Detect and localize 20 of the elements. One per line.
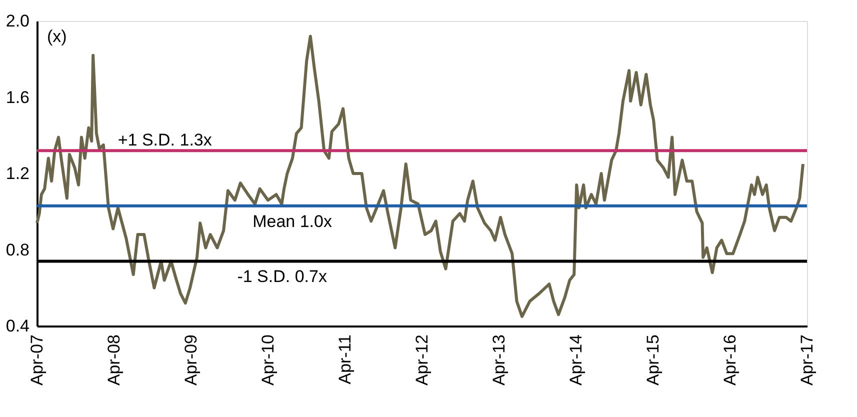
- y-tick-label: 0.8: [6, 240, 30, 260]
- x-tick-label: Apr-17: [798, 334, 816, 386]
- x-tick-label: Apr-07: [28, 334, 46, 386]
- x-tick-label: Apr-12: [412, 334, 432, 386]
- x-tick-label: Apr-09: [182, 334, 201, 386]
- y-tick-label: 0.4: [6, 316, 30, 336]
- y-axis-title: (x): [47, 27, 67, 46]
- y-tick-label: 1.2: [6, 164, 30, 183]
- ref-line-label: +1 S.D. 1.3x: [118, 130, 212, 150]
- ref-line-label: Mean 1.0x: [252, 212, 332, 231]
- x-tick-label: Apr-14: [566, 334, 586, 386]
- x-tick-label: Apr-16: [720, 334, 740, 386]
- x-tick-label: Apr-15: [643, 334, 662, 386]
- x-tick-label: Apr-10: [258, 334, 278, 386]
- x-tick-label: Apr-13: [490, 334, 509, 386]
- y-tick-label: 1.6: [6, 88, 30, 107]
- ref-line-label: -1 S.D. 0.7x: [237, 267, 328, 286]
- y-tick-label: 2.0: [6, 12, 30, 30]
- x-tick-label: Apr-11: [335, 334, 354, 384]
- x-tick-label: Apr-08: [104, 334, 124, 386]
